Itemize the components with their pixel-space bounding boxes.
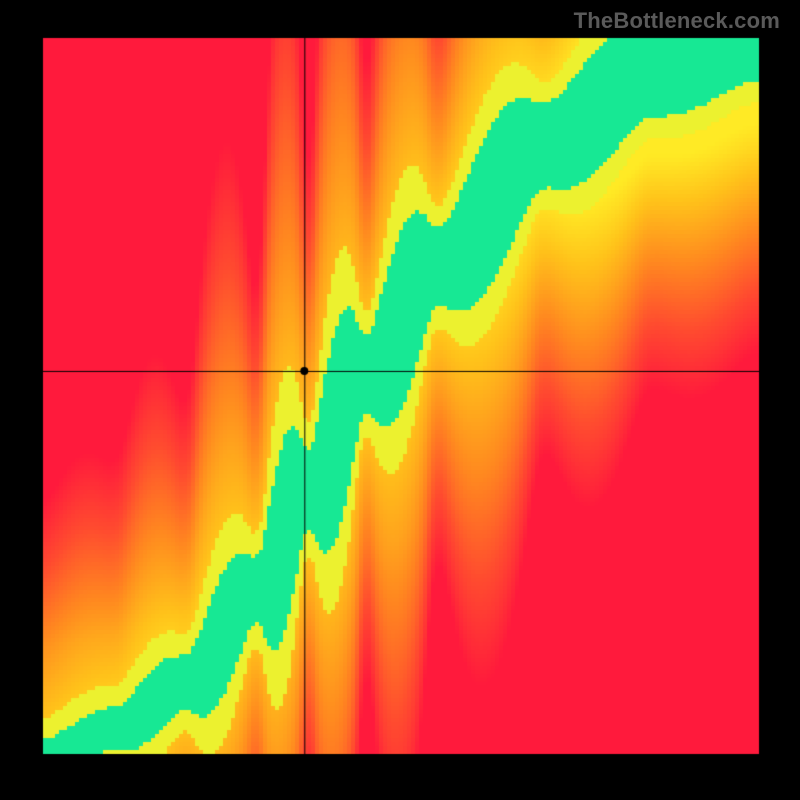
chart-container: TheBottleneck.com (0, 0, 800, 800)
watermark-text: TheBottleneck.com (574, 8, 780, 34)
heatmap-canvas (0, 0, 800, 800)
